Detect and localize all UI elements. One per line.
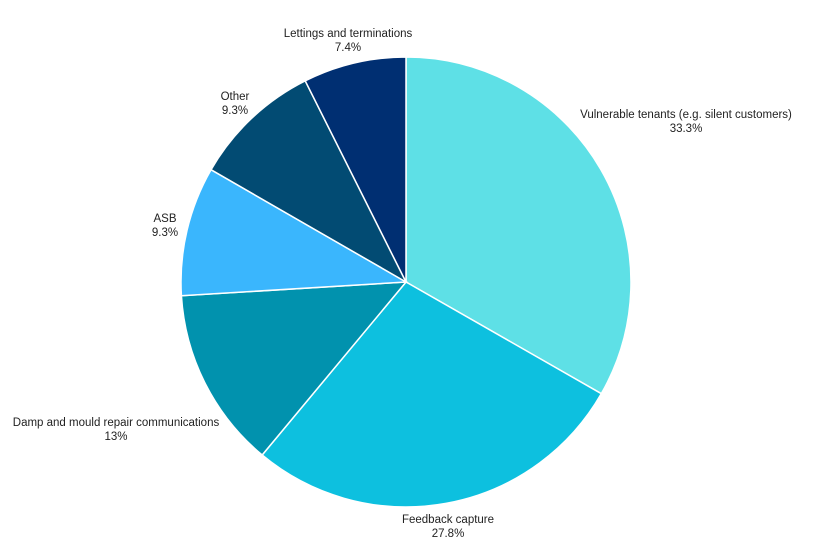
slice-label-feedback-capture: Feedback capture bbox=[402, 514, 494, 526]
slice-value-label-asb: 9.3% bbox=[152, 227, 178, 239]
pie-slice-feedback-capture bbox=[261, 281, 603, 508]
slice-value-label-feedback-capture: 27.8% bbox=[432, 528, 465, 540]
pie-slice-damp-and-mould-repair-communications bbox=[180, 281, 408, 457]
slice-label-other: Other bbox=[221, 91, 250, 103]
pie-slice-other bbox=[210, 79, 408, 284]
slice-value-label-damp-and-mould-repair-communications: 13% bbox=[104, 431, 127, 443]
slice-value-label-lettings-and-terminations: 7.4% bbox=[335, 42, 361, 54]
slice-label-lettings-and-terminations: Lettings and terminations bbox=[284, 28, 413, 40]
slice-label-vulnerable-tenants-e-g-silent-customers: Vulnerable tenants (e.g. silent customer… bbox=[580, 109, 792, 121]
slice-label-damp-and-mould-repair-communications: Damp and mould repair communications bbox=[13, 417, 220, 429]
slice-value-label-vulnerable-tenants-e-g-silent-customers: 33.3% bbox=[670, 123, 703, 135]
pie-slice-lettings-and-terminations bbox=[304, 56, 407, 283]
slices-layer bbox=[180, 56, 632, 508]
pie-slice-asb bbox=[180, 168, 409, 297]
labels-layer: Vulnerable tenants (e.g. silent customer… bbox=[13, 28, 792, 540]
pie-slice-vulnerable-tenants-e-g-silent-customers bbox=[405, 56, 632, 395]
slice-label-asb: ASB bbox=[153, 213, 176, 225]
slice-value-label-other: 9.3% bbox=[222, 105, 248, 117]
